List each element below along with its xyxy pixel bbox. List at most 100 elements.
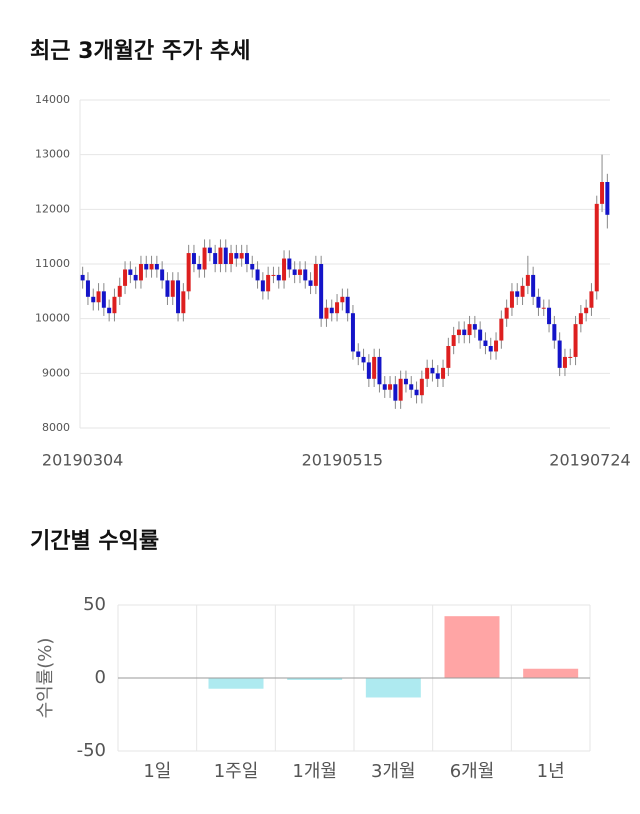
candle-body [271, 274, 276, 276]
candle-body [451, 335, 456, 346]
candle-body [340, 296, 345, 303]
candle-body [223, 247, 228, 264]
candle-body [467, 324, 472, 336]
candle-body [515, 291, 520, 297]
candle-body [494, 340, 499, 352]
x-tick-label: 20190515 [302, 451, 383, 470]
y-tick-label: 0 [95, 667, 106, 688]
candle-body [303, 269, 308, 281]
candle-body [176, 280, 181, 314]
candle-body [80, 274, 85, 281]
candle-body [504, 307, 509, 319]
candle-body [398, 378, 403, 401]
candle-body [133, 274, 138, 281]
candle-body [128, 269, 133, 275]
candle-body [525, 274, 530, 286]
candle-body [276, 274, 281, 281]
candle-body [483, 340, 488, 346]
candle-body [414, 389, 419, 396]
candle-body [329, 307, 334, 314]
candle-body [117, 285, 122, 297]
candle-body [91, 296, 96, 303]
candle-body [403, 378, 408, 385]
candle-body [244, 253, 249, 264]
y-tick-label: 11000 [35, 257, 70, 270]
candle-body [393, 384, 398, 401]
candle-body [499, 318, 504, 341]
candle-body [282, 258, 287, 281]
candle-body [149, 264, 154, 270]
candle-body [266, 274, 271, 292]
candle-body [191, 253, 196, 264]
candle-body [345, 296, 350, 314]
y-tick-label: 8000 [42, 421, 70, 434]
candle-body [472, 324, 477, 330]
candle-body [154, 264, 159, 270]
x-tick-label: 1개월 [292, 761, 337, 782]
candle-body [430, 367, 435, 374]
candle-body [605, 182, 610, 215]
candle-body [562, 356, 567, 368]
x-tick-label: 20190304 [42, 451, 123, 470]
candle-body [366, 362, 371, 379]
candle-body [388, 384, 393, 390]
candle-body [547, 307, 552, 325]
candle-body [229, 253, 234, 264]
candle-body [85, 280, 90, 297]
y-tick-label: -50 [77, 740, 106, 761]
x-tick-label: 1주일 [214, 761, 259, 782]
candle-body [531, 274, 536, 297]
candle-body [324, 307, 329, 319]
candle-body [239, 253, 244, 259]
candle-body [361, 356, 366, 363]
bar [444, 616, 500, 679]
candle-body [372, 356, 377, 379]
candle-body [541, 307, 546, 309]
candle-body [446, 346, 451, 368]
candle-body [197, 264, 202, 270]
candle-body [181, 291, 186, 314]
candle-body [356, 351, 361, 357]
candle-body [313, 264, 318, 286]
candle-body [456, 329, 461, 336]
candle-body [435, 373, 440, 379]
candle-body [101, 291, 106, 308]
candle-body [202, 247, 207, 270]
candle-body [557, 340, 562, 368]
candle-body [287, 258, 292, 270]
x-tick-label: 20190724 [549, 451, 630, 470]
candle-body [255, 269, 260, 281]
candle-body [552, 324, 557, 341]
candle-body [589, 291, 594, 308]
candle-body [594, 203, 599, 292]
x-tick-label: 1일 [143, 761, 171, 782]
y-tick-label: 9000 [42, 366, 70, 379]
chart-title: 최근 3개월간 주가 추세 [30, 39, 250, 64]
chart-title: 기간별 수익률 [30, 529, 159, 554]
candle-body [335, 302, 340, 314]
y-tick-label: 12000 [35, 202, 70, 215]
candle-body [600, 182, 605, 204]
candle-body [138, 264, 143, 281]
x-tick-label: 3개월 [371, 761, 416, 782]
candle-body [123, 269, 128, 286]
y-tick-label: 13000 [35, 148, 70, 161]
candle-body [234, 253, 239, 259]
candle-body [509, 291, 514, 308]
candle-body [319, 264, 324, 319]
candle-body [350, 313, 355, 352]
candle-body [96, 291, 101, 303]
candle-body [478, 329, 483, 341]
candle-body [260, 280, 265, 292]
bar [523, 668, 579, 679]
bar [365, 677, 421, 698]
candle-body [377, 356, 382, 385]
x-tick-label: 6개월 [450, 761, 495, 782]
y-axis-label: 수익률(%) [35, 638, 56, 719]
candle-body [297, 269, 302, 275]
candle-body [250, 264, 255, 270]
candle-body [292, 269, 297, 275]
candle-body [419, 378, 424, 396]
